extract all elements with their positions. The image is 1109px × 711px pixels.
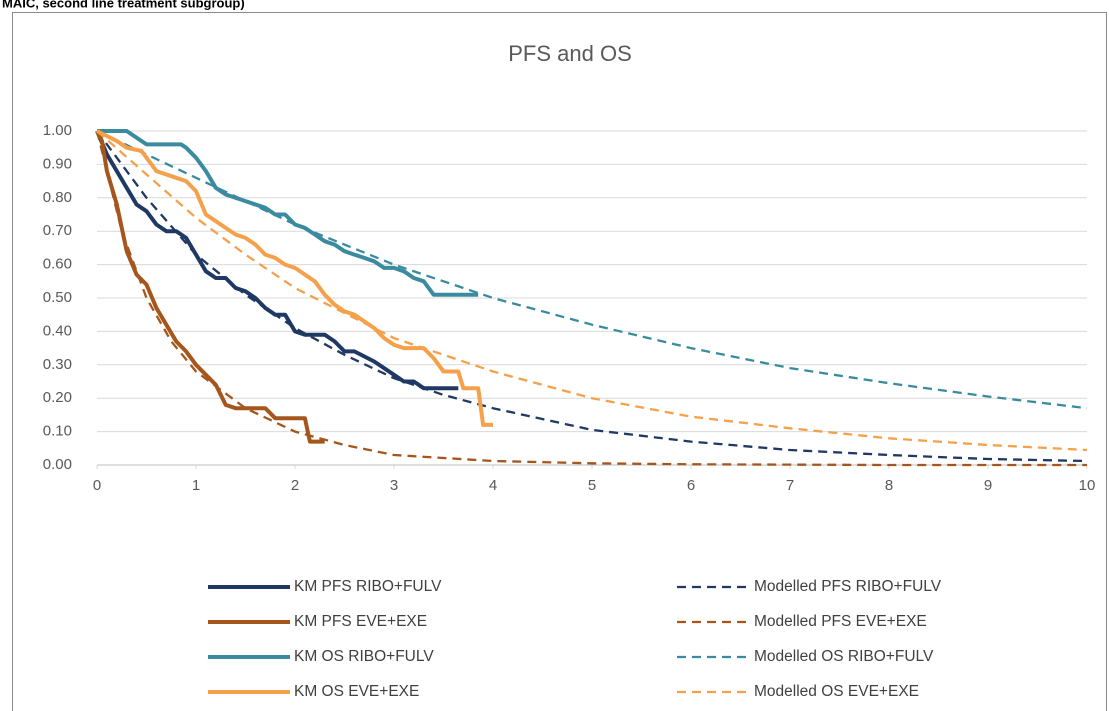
legend-label: Modelled OS RIBO+FULV [754,648,934,665]
legend-label: Modelled PFS EVE+EXE [754,613,927,630]
caption: MAIC, second line treatment subgroup) [2,0,245,10]
x-tick-label: 1 [192,477,200,494]
series-line [95,130,459,391]
chart-frame [12,12,1107,711]
chart-title: PFS and OS [508,41,632,66]
legend-label: Modelled PFS RIBO+FULV [754,578,942,595]
series-line [96,129,493,427]
x-tick-label: 3 [390,477,398,494]
x-tick-label: 5 [588,477,596,494]
y-tick-label: 0.40 [43,322,72,339]
series-line [96,130,1088,463]
y-tick-label: 0.30 [43,356,72,373]
x-tick-label: 0 [93,477,101,494]
x-tick-label: 10 [1079,477,1096,494]
x-tick-label: 6 [687,477,695,494]
y-tick-label: 0.70 [43,222,72,239]
series-line [95,130,1087,467]
y-tick-label: 0.60 [43,256,72,273]
y-tick-label: 0.50 [43,289,72,306]
x-tick-label: 4 [489,477,497,494]
legend-label: KM OS EVE+EXE [294,683,419,700]
series-line [96,129,1088,410]
series-line [96,130,1088,452]
y-tick-label: 1.00 [43,122,72,139]
x-tick-label: 9 [984,477,992,494]
y-tick-label: 0.20 [43,389,72,406]
legend-label: Modelled OS EVE+EXE [754,683,919,700]
y-tick-label: 0.00 [43,456,72,473]
y-tick-label: 0.10 [43,423,72,440]
y-tick-label: 0.90 [43,155,72,172]
y-tick-label: 0.80 [43,189,72,206]
legend-label: KM OS RIBO+FULV [294,648,434,665]
x-tick-label: 7 [786,477,794,494]
x-tick-label: 2 [291,477,299,494]
legend-label: KM PFS RIBO+FULV [294,578,442,595]
x-tick-label: 8 [885,477,893,494]
series-line [97,129,479,297]
legend-label: KM PFS EVE+EXE [294,613,427,630]
